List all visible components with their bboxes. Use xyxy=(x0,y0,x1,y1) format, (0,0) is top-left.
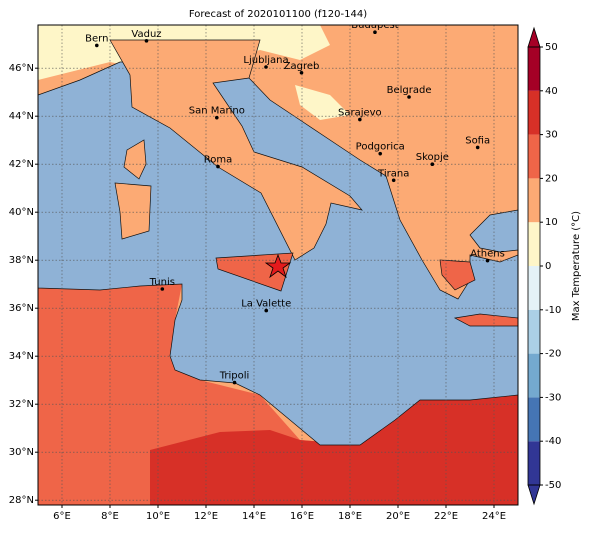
colorbar-band xyxy=(528,47,540,91)
city-label: Tripoli xyxy=(219,371,250,382)
colorbar-band xyxy=(528,90,540,135)
colorbar-label: Max Temperature (°C) xyxy=(571,211,582,321)
sea xyxy=(38,59,518,446)
map-frame xyxy=(37,24,519,506)
city-label: Vaduz xyxy=(131,29,161,40)
x-tick-label: 20°E xyxy=(386,511,410,522)
city-dot xyxy=(215,115,219,120)
city-dot xyxy=(485,258,490,263)
city-dot xyxy=(144,39,149,43)
colorbar-band xyxy=(528,134,540,179)
colorbar-tick-label: 20 xyxy=(545,173,558,184)
city-label: San Marino xyxy=(189,106,245,117)
y-tick-label: 46°N xyxy=(9,63,34,74)
colorbar-band xyxy=(528,397,540,442)
colorbar-band xyxy=(528,441,540,485)
city-dot xyxy=(373,30,377,34)
x-tick-label: 12°E xyxy=(194,511,218,522)
colorbar-tick-label: -50 xyxy=(545,480,561,491)
italy xyxy=(109,39,363,261)
city-dot xyxy=(299,70,304,75)
colorbar-tick-label: -40 xyxy=(545,436,561,447)
y-tick-label: 28°N xyxy=(9,495,34,506)
colorbar-band xyxy=(528,353,540,398)
city-dot xyxy=(232,380,237,385)
peloponnese xyxy=(439,259,476,291)
sardinia xyxy=(114,182,152,240)
city-dot xyxy=(95,43,99,48)
x-tick-label: 8°E xyxy=(101,511,119,522)
x-tick-label: 16°E xyxy=(290,511,314,522)
corsica xyxy=(123,139,147,180)
colorbar-tick-label: -20 xyxy=(545,349,561,360)
y-tick-label: 42°N xyxy=(9,159,34,170)
city-dot xyxy=(475,145,480,150)
colorbar-band xyxy=(528,309,540,354)
city-label: Zagreb xyxy=(284,61,320,72)
colorbar-extend-top xyxy=(527,26,541,48)
y-tick-label: 44°N xyxy=(9,111,34,122)
city-dot xyxy=(160,287,165,291)
sicily xyxy=(215,252,294,292)
city-label: La Valette xyxy=(241,299,291,310)
city-label: Tirana xyxy=(377,168,409,179)
warm-zone xyxy=(295,85,350,120)
colorbar-band xyxy=(528,222,540,266)
axes: 6°E 8°E 10°E 12°E 14°E 16°E 18°E 20°E 22°E 24°E 28… xyxy=(9,63,506,522)
y-tick-label: 40°N xyxy=(9,207,34,218)
colorbar: -50 -40 -30 -20 -10 0 10 20 30 40 50 xyxy=(527,26,561,506)
x-tick-label: 22°E xyxy=(434,511,458,522)
x-tick-label: 6°E xyxy=(53,511,71,522)
x-tick-label: 14°E xyxy=(242,511,266,522)
hottest-zone xyxy=(150,395,518,505)
city-label: Sofia xyxy=(465,135,490,146)
colorbar-band xyxy=(528,266,540,310)
city-label: Budapest xyxy=(351,20,398,31)
crete xyxy=(453,313,518,327)
city-label: Podgorica xyxy=(356,142,405,153)
city-label: Belgrade xyxy=(387,85,432,96)
y-tick-label: 36°N xyxy=(9,303,34,314)
graticule xyxy=(38,25,518,505)
colorbar-tick-label: 10 xyxy=(545,217,558,228)
city-label: Ljubljana xyxy=(243,55,288,66)
city-label: Roma xyxy=(204,155,233,166)
city-label: Skopje xyxy=(416,152,449,163)
chart-title: Forecast of 2020101100 (f120-144) xyxy=(189,9,367,20)
colorbar-extend-bottom xyxy=(527,484,541,506)
city-label: Sarajevo xyxy=(338,108,382,119)
x-tick-label: 18°E xyxy=(338,511,362,522)
city-dot xyxy=(378,151,383,156)
city-dot xyxy=(430,162,435,166)
city-label: Bern xyxy=(85,33,108,44)
x-tick-label: 24°E xyxy=(482,511,506,522)
colorbar-tick-label: 30 xyxy=(545,130,558,141)
colorbar-tick-label: 50 xyxy=(545,42,558,53)
star-marker xyxy=(264,253,292,279)
city-label: Tunis xyxy=(149,277,175,288)
colorbar-band xyxy=(528,178,540,223)
city-dot xyxy=(407,95,411,99)
colorbar-tick-label: 40 xyxy=(545,86,558,97)
city-dot xyxy=(358,117,362,122)
city-dot xyxy=(391,178,396,183)
y-tick-label: 30°N xyxy=(9,447,34,458)
city-dot xyxy=(216,164,220,169)
y-tick-label: 32°N xyxy=(9,399,34,410)
colorbar-tick-label: 0 xyxy=(545,261,551,272)
sea xyxy=(469,209,518,253)
y-tick-label: 34°N xyxy=(9,351,34,362)
city-dot xyxy=(264,308,269,313)
city-label: Athens xyxy=(470,249,505,260)
city-dot xyxy=(264,65,268,69)
colorbar-tick-label: -30 xyxy=(545,392,561,403)
colorbar-tick-label: -10 xyxy=(545,305,561,316)
y-tick-label: 38°N xyxy=(9,255,34,266)
x-tick-label: 10°E xyxy=(146,511,170,522)
